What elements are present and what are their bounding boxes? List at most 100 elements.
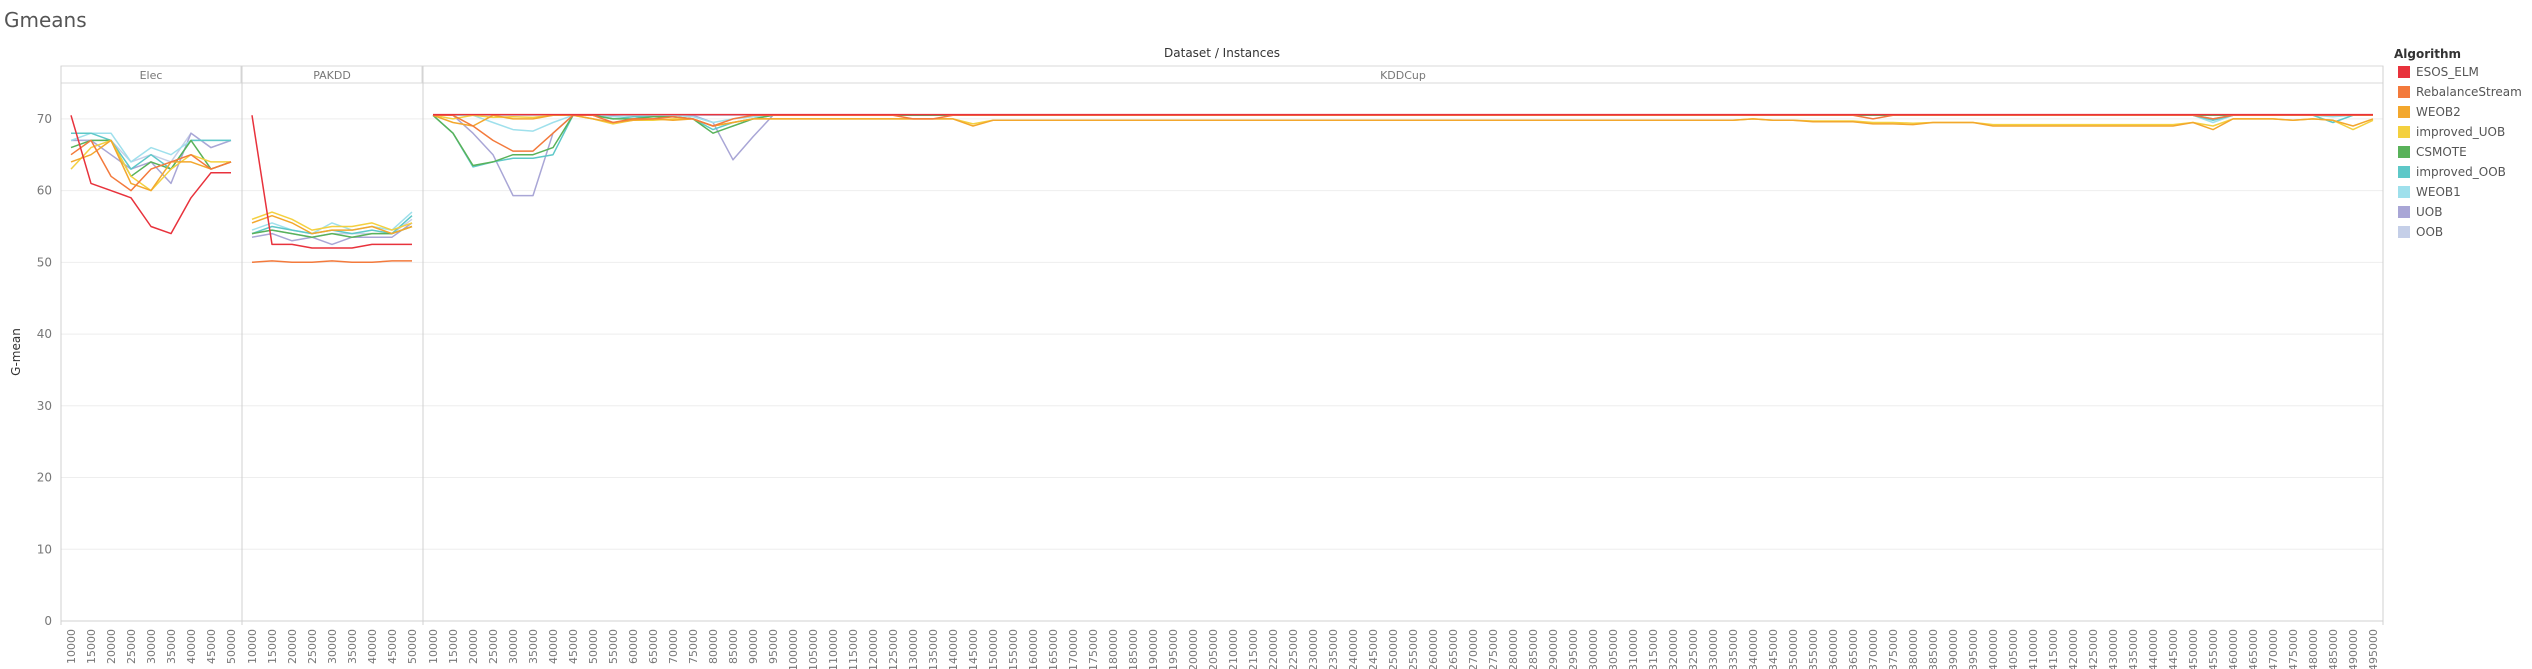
x-tick-label: 365000	[1847, 629, 1860, 669]
legend-item[interactable]: improved_UOB	[2398, 124, 2505, 140]
x-tick-label: 25000	[125, 629, 138, 664]
legend-item[interactable]: CSMOTE	[2398, 144, 2467, 160]
legend-item[interactable]: RebalanceStream	[2398, 84, 2522, 100]
panel-name: Elec	[140, 69, 163, 82]
legend-label: ESOS_ELM	[2416, 65, 2479, 79]
series-line-rebalancestream	[251, 260, 412, 264]
x-tick-label: 250000	[1387, 629, 1400, 669]
x-tick-label: 165000	[1047, 629, 1060, 669]
x-tick-label: 155000	[1007, 629, 1020, 669]
x-tick-label: 60000	[627, 629, 640, 664]
x-tick-label: 205000	[1207, 629, 1220, 669]
x-tick-label: 30000	[145, 629, 158, 664]
x-tick-label: 135000	[927, 629, 940, 669]
y-tick-label: 50	[37, 255, 52, 269]
x-tick-label: 40000	[185, 629, 198, 664]
x-tick-label: 290000	[1547, 629, 1560, 669]
x-tick-label: 20000	[105, 629, 118, 664]
x-tick-label: 400000	[1987, 629, 2000, 669]
x-tick-label: 110000	[827, 629, 840, 669]
x-tick-label: 25000	[306, 629, 319, 664]
x-tick-label: 100000	[787, 629, 800, 669]
column-header: Dataset / Instances	[1164, 46, 1280, 60]
x-tick-label: 265000	[1447, 629, 1460, 669]
series-line-csmote	[251, 225, 413, 238]
x-tick-label: 215000	[1247, 629, 1260, 669]
legend-swatch	[2398, 126, 2410, 138]
series-line-improved-uob	[251, 211, 413, 231]
x-tick-label: 485000	[2327, 629, 2340, 669]
x-tick-label: 20000	[467, 629, 480, 664]
legend-label: WEOB1	[2416, 185, 2461, 199]
x-tick-label: 10000	[65, 629, 78, 664]
x-tick-label: 490000	[2347, 629, 2360, 669]
x-tick-label: 25000	[487, 629, 500, 664]
x-tick-label: 95000	[767, 629, 780, 664]
legend-item[interactable]: OOB	[2398, 224, 2443, 240]
x-tick-label: 120000	[867, 629, 880, 669]
y-tick-label: 70	[37, 112, 52, 126]
x-tick-label: 245000	[1367, 629, 1380, 669]
x-tick-label: 145000	[967, 629, 980, 669]
legend-item[interactable]: UOB	[2398, 204, 2442, 220]
x-tick-label: 200000	[1187, 629, 1200, 669]
x-tick-label: 45000	[386, 629, 399, 664]
y-tick-label: 0	[44, 614, 52, 628]
x-tick-label: 355000	[1807, 629, 1820, 669]
x-tick-label: 470000	[2267, 629, 2280, 669]
x-tick-label: 70000	[667, 629, 680, 664]
legend-item[interactable]: improved_OOB	[2398, 164, 2506, 180]
x-tick-label: 240000	[1347, 629, 1360, 669]
x-tick-label: 370000	[1867, 629, 1880, 669]
legend-label: RebalanceStream	[2416, 85, 2522, 99]
x-tick-label: 275000	[1487, 629, 1500, 669]
x-tick-label: 50000	[406, 629, 419, 664]
x-tick-label: 295000	[1567, 629, 1580, 669]
x-tick-label: 330000	[1707, 629, 1720, 669]
x-tick-label: 445000	[2167, 629, 2180, 669]
x-tick-label: 465000	[2247, 629, 2260, 669]
x-tick-label: 85000	[727, 629, 740, 664]
x-tick-label: 175000	[1087, 629, 1100, 669]
x-tick-label: 375000	[1887, 629, 1900, 669]
x-tick-label: 385000	[1927, 629, 1940, 669]
x-tick-label: 50000	[587, 629, 600, 664]
legend-swatch	[2398, 66, 2410, 78]
y-tick-label: 30	[37, 399, 52, 413]
x-tick-label: 20000	[286, 629, 299, 664]
series-line-uob	[433, 114, 2373, 197]
legend-label: CSMOTE	[2416, 145, 2467, 159]
legend-title: Algorithm	[2394, 47, 2462, 61]
legend-swatch	[2398, 206, 2410, 218]
x-tick-label: 380000	[1907, 629, 1920, 669]
x-tick-label: 450000	[2187, 629, 2200, 669]
x-tick-label: 430000	[2107, 629, 2120, 669]
x-tick-label: 125000	[887, 629, 900, 669]
x-tick-label: 35000	[527, 629, 540, 664]
legend-item[interactable]: ESOS_ELM	[2398, 64, 2479, 80]
y-tick-label: 20	[37, 471, 52, 485]
legend-label: improved_OOB	[2416, 165, 2506, 179]
x-tick-label: 300000	[1587, 629, 1600, 669]
x-tick-label: 410000	[2027, 629, 2040, 669]
x-tick-label: 45000	[205, 629, 218, 664]
series-line-improved-oob	[71, 132, 231, 170]
legend-item[interactable]: WEOB1	[2398, 184, 2461, 200]
legend-swatch	[2398, 106, 2410, 118]
x-tick-label: 180000	[1107, 629, 1120, 669]
x-tick-label: 150000	[987, 629, 1000, 669]
legend-item[interactable]: WEOB2	[2398, 104, 2461, 120]
x-tick-label: 140000	[947, 629, 960, 669]
series-line-improved-oob	[432, 114, 2373, 168]
x-tick-label: 45000	[567, 629, 580, 664]
legend-swatch	[2398, 146, 2410, 158]
x-tick-label: 80000	[707, 629, 720, 664]
x-tick-label: 305000	[1607, 629, 1620, 669]
x-tick-label: 390000	[1947, 629, 1960, 669]
x-tick-label: 75000	[687, 629, 700, 664]
x-tick-label: 455000	[2207, 629, 2220, 669]
x-tick-label: 50000	[225, 629, 238, 664]
x-tick-label: 230000	[1307, 629, 1320, 669]
x-tick-label: 15000	[85, 629, 98, 664]
